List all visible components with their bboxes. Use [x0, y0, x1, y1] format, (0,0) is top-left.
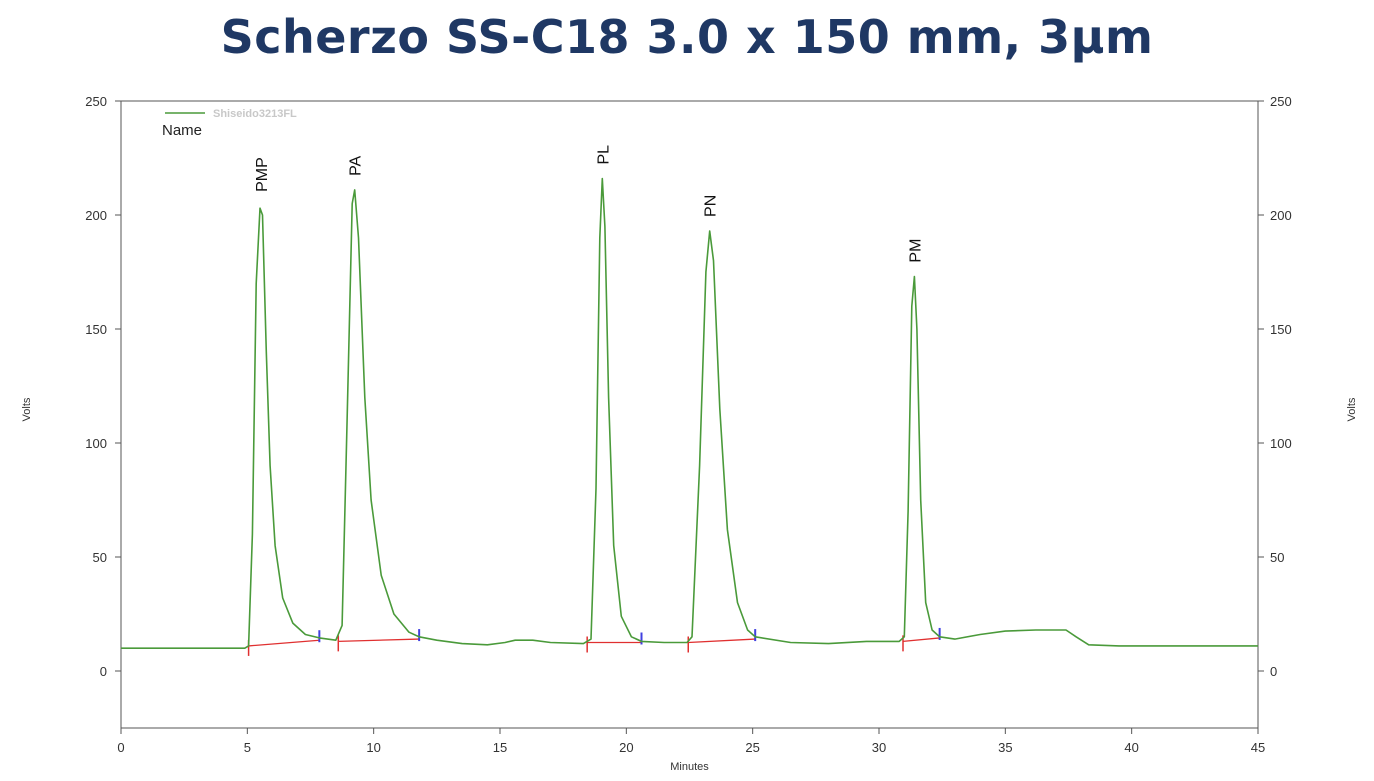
peak-baseline — [338, 638, 420, 643]
x-tick-label: 30 — [872, 740, 886, 755]
x-tick-label: 25 — [745, 740, 759, 755]
x-tick-label: 35 — [998, 740, 1012, 755]
y-tick-label-left: 250 — [85, 94, 107, 109]
peak-baseline — [688, 638, 756, 644]
peak-label: PN — [703, 195, 720, 217]
y-tick-label-left: 150 — [85, 322, 107, 337]
y-tick-label-left: 200 — [85, 208, 107, 223]
x-tick-label: 10 — [366, 740, 380, 755]
y-tick-label-right: 200 — [1270, 208, 1292, 223]
y-tick-label-right: 150 — [1270, 322, 1292, 337]
y-tick-label-right: 250 — [1270, 94, 1292, 109]
x-tick-label: 40 — [1124, 740, 1138, 755]
x-tick-label: 20 — [619, 740, 633, 755]
x-tick-label: 45 — [1251, 740, 1265, 755]
y-tick-label-left: 0 — [100, 664, 107, 679]
peak-label: PMP — [254, 157, 271, 192]
y-tick-label-left: 50 — [93, 550, 107, 565]
y-axis-label-left: Volts — [21, 397, 33, 421]
y-tick-label-right: 50 — [1270, 550, 1284, 565]
peak-label: PL — [595, 145, 612, 165]
peak-baseline — [902, 637, 940, 643]
y-axis-label-right: Volts — [1346, 397, 1358, 421]
peak-label: PM — [907, 239, 924, 263]
x-tick-label: 5 — [244, 740, 251, 755]
plot-frame — [120, 100, 1259, 729]
y-tick-label-right: 100 — [1270, 436, 1292, 451]
x-tick-label: 0 — [117, 740, 124, 755]
peak-baseline — [248, 639, 320, 647]
peak-label: PA — [348, 155, 365, 175]
y-tick-label-right: 0 — [1270, 664, 1277, 679]
x-axis-label: Minutes — [670, 761, 709, 773]
legend-series-name: Shiseido3213FL — [213, 108, 297, 120]
legend-name-heading: Name — [162, 122, 202, 139]
series-line — [121, 177, 1258, 649]
y-tick-label-left: 100 — [85, 436, 107, 451]
x-tick-label: 15 — [493, 740, 507, 755]
chart-title: Scherzo SS-C18 3.0 x 150 mm, 3µm — [220, 10, 1154, 64]
